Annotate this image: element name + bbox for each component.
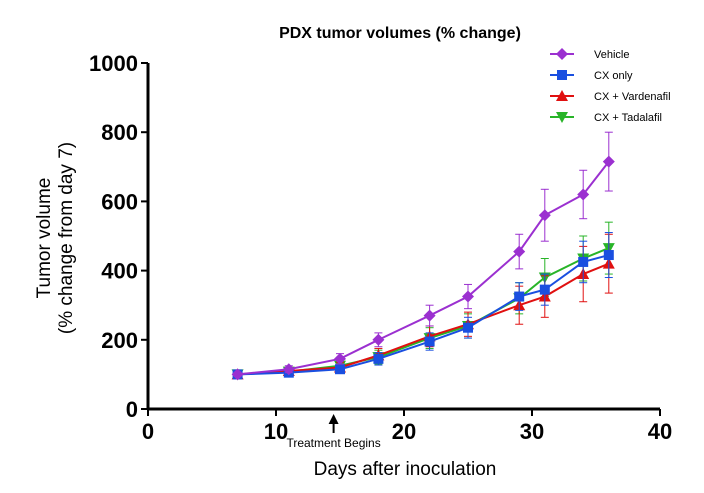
legend-label: CX only — [594, 70, 633, 82]
series-line — [237, 160, 610, 376]
series-cx-vardenafil — [231, 233, 615, 380]
data-point — [538, 209, 551, 222]
series-line — [237, 262, 610, 376]
legend-marker — [557, 70, 567, 80]
x-tick-label: 40 — [648, 419, 672, 444]
data-point — [602, 155, 615, 168]
data-point — [372, 333, 385, 346]
legend-item: CX + Vardenafil — [550, 90, 671, 103]
data-point — [463, 322, 473, 333]
series-line — [237, 247, 610, 376]
annotation-arrow-head — [328, 414, 339, 424]
data-point — [462, 290, 474, 303]
y-tick-label: 600 — [101, 189, 138, 214]
y-tick-label: 800 — [101, 120, 138, 145]
series-cx-tadalafil — [231, 221, 615, 381]
x-tick-label: 20 — [392, 419, 416, 444]
x-tick-label: 30 — [520, 419, 544, 444]
chart-title: PDX tumor volumes (% change) — [279, 25, 521, 42]
legend-marker — [556, 112, 568, 123]
data-point — [423, 309, 436, 322]
legend-marker — [556, 90, 568, 101]
x-tick-label: 10 — [264, 419, 288, 444]
y-axis-label-line1: Tumor volume — [34, 178, 55, 299]
data-point — [578, 256, 589, 267]
legend-label: CX + Tadalafil — [594, 112, 662, 124]
series-line — [237, 254, 610, 376]
legend-label: Vehicle — [594, 49, 629, 61]
x-axis-label: Days after inoculation — [314, 459, 497, 480]
y-tick-label: 200 — [101, 328, 138, 353]
data-point — [231, 368, 244, 381]
data-point — [539, 284, 550, 295]
y-tick-label: 0 — [126, 397, 138, 422]
data-point — [514, 291, 525, 302]
annotation-text: Treatment Begins — [286, 436, 380, 450]
y-tick-label: 400 — [101, 259, 138, 284]
series-layer — [231, 131, 615, 381]
y-tick-label: 1000 — [89, 51, 138, 76]
legend: Vehicle CX only CX + Vardenafil CX + Tadala… — [550, 48, 671, 124]
series-cx-only — [232, 232, 614, 380]
data-point — [334, 352, 346, 365]
data-point — [424, 336, 435, 347]
x-tick-label: 0 — [142, 419, 154, 444]
data-point — [603, 250, 614, 261]
data-point — [577, 188, 590, 201]
legend-marker — [556, 48, 568, 60]
legend-label: CX + Vardenafil — [594, 91, 671, 103]
series-vehicle — [231, 131, 615, 381]
y-axis-label-line2: (% change from day 7) — [56, 142, 77, 334]
data-point — [373, 353, 384, 364]
data-point — [335, 364, 345, 375]
legend-item: Vehicle — [550, 48, 629, 61]
legend-item: CX only — [550, 70, 633, 82]
treatment-annotation: Treatment Begins — [286, 414, 381, 450]
legend-item: CX + Tadalafil — [550, 112, 662, 124]
data-point — [513, 245, 526, 258]
data-point — [282, 363, 295, 376]
